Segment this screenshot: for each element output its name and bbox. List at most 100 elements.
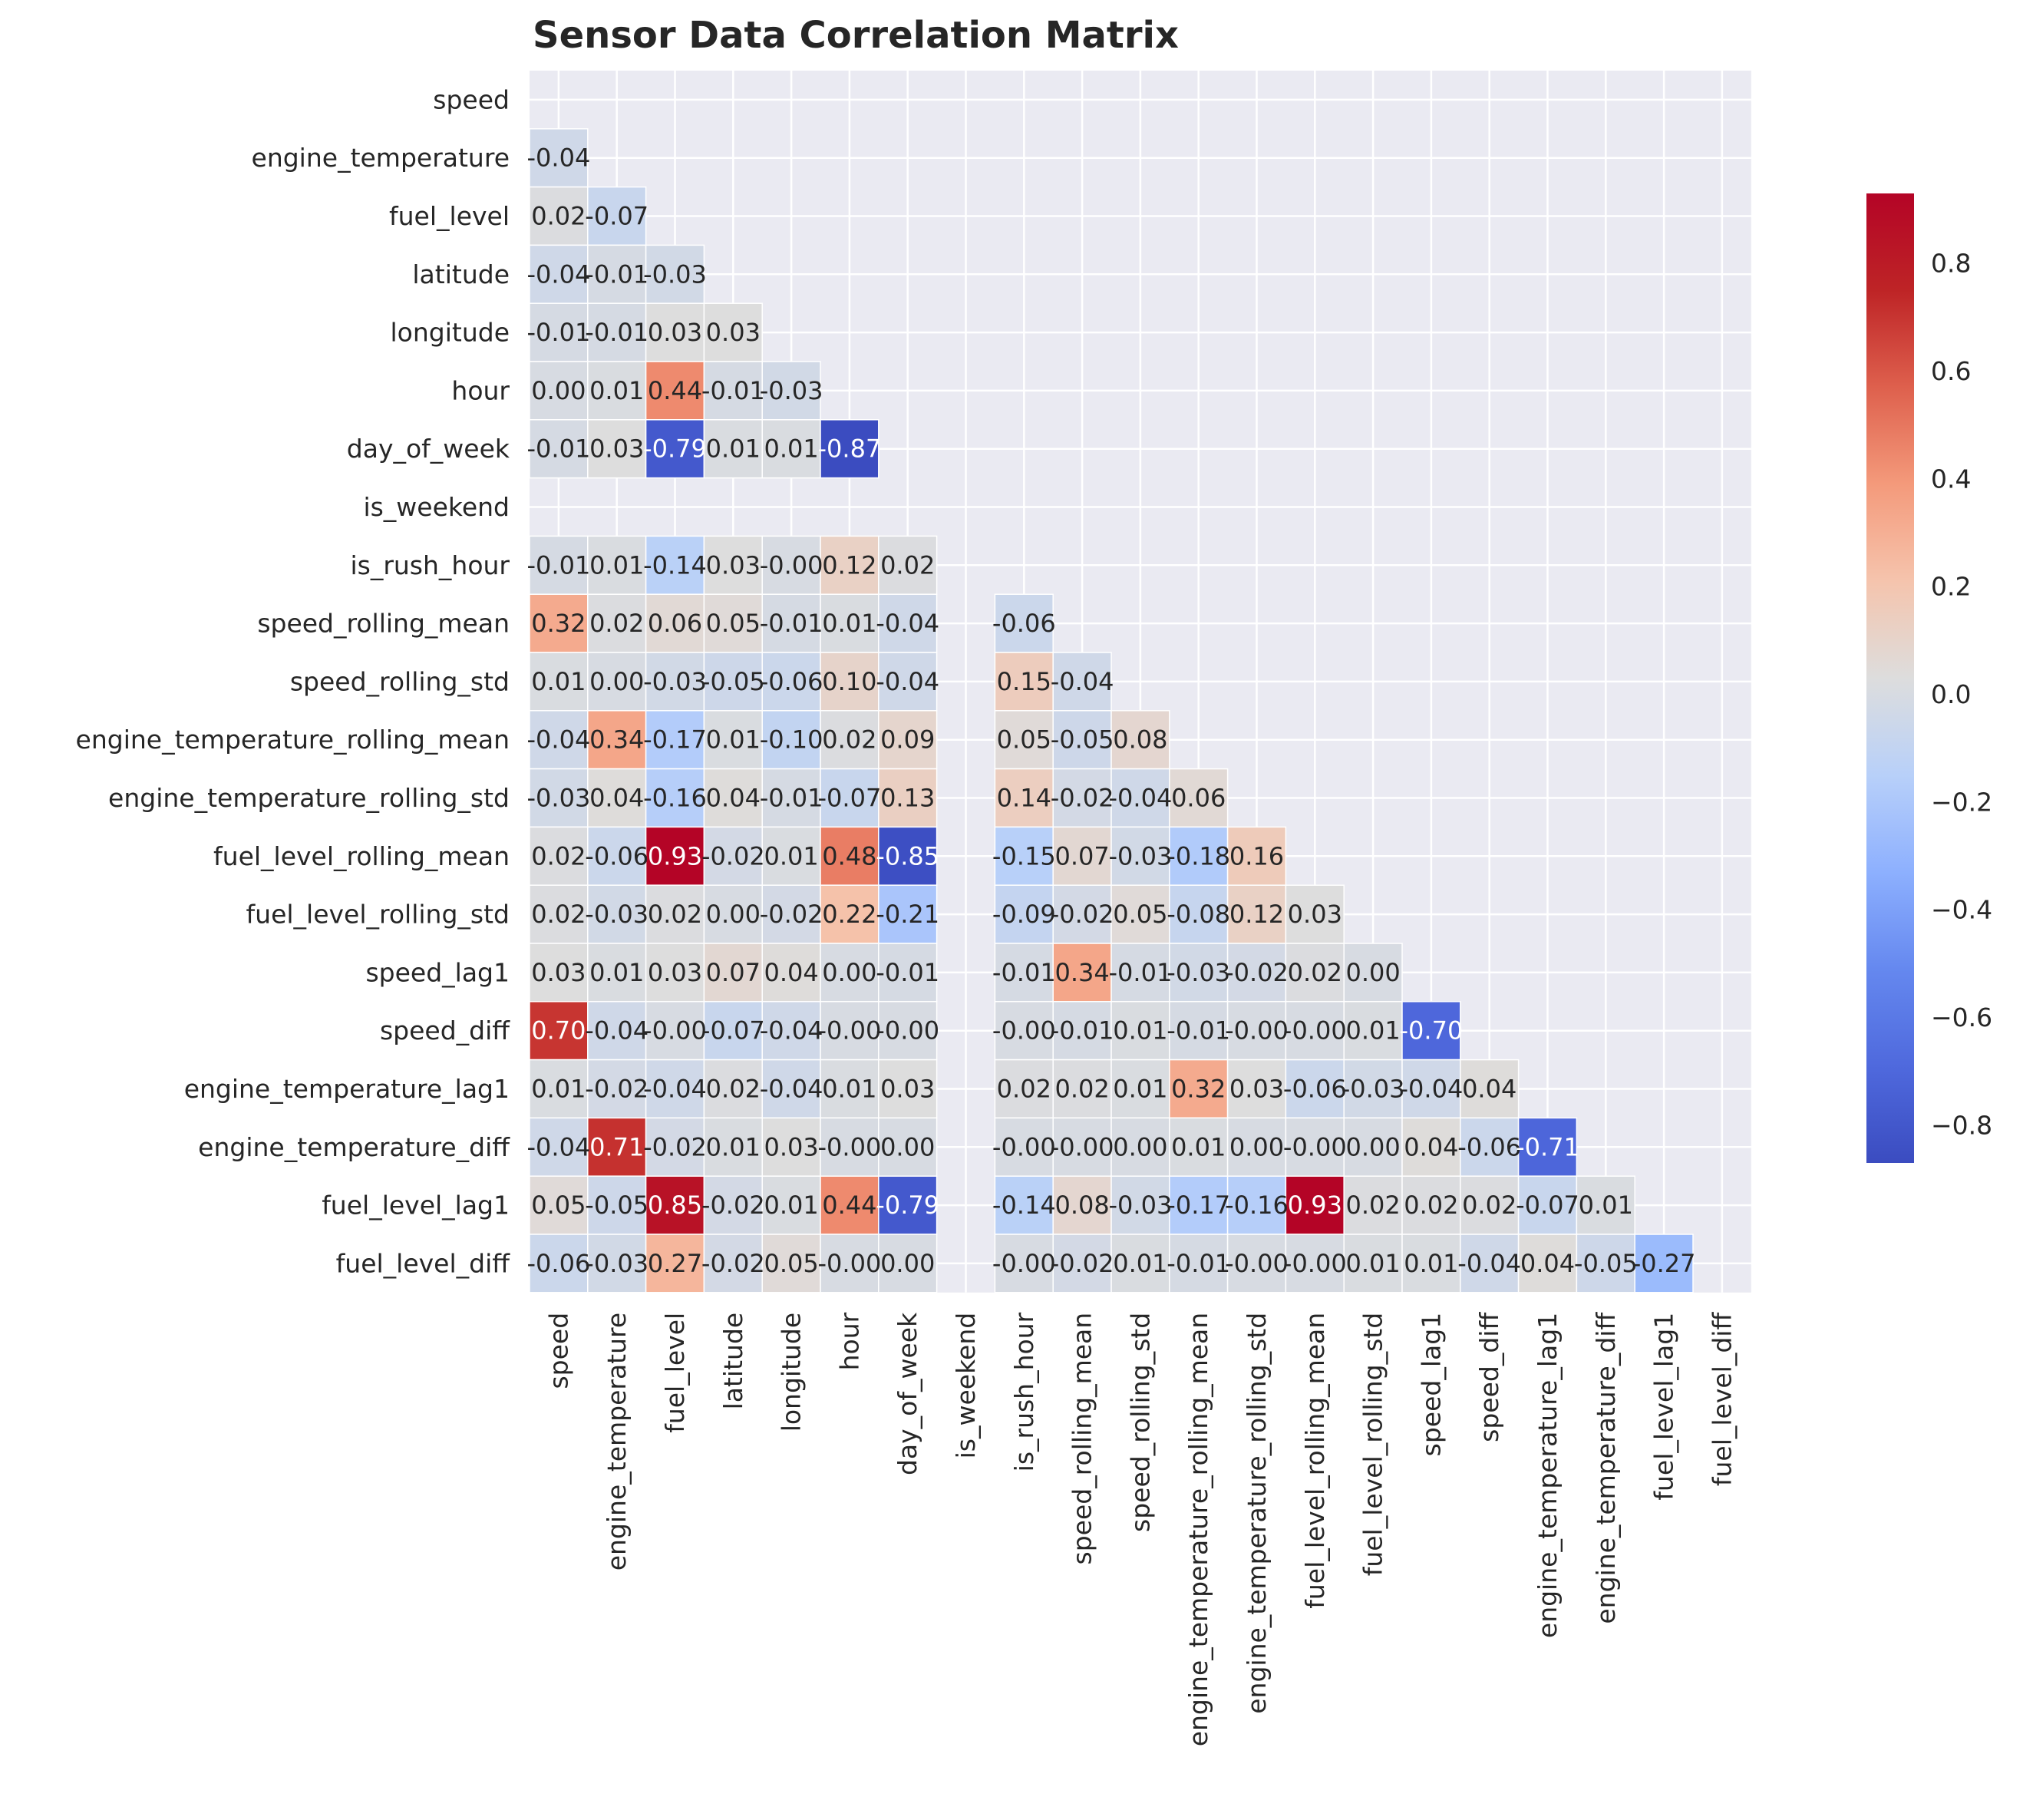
cell-value-label: 0.00 [880,1132,935,1161]
cell-value-label: -0.03 [643,667,707,696]
cell-value-label: -0.06 [992,609,1056,638]
cell-value-label: 0.08 [1113,725,1167,755]
cell-value-label: -0.21 [876,900,939,929]
heatmap-cell [1226,1117,1287,1177]
cell-value-label: 0.04 [1404,1132,1458,1161]
heatmap-cell [587,652,647,712]
cell-value-label: -0.85 [876,841,939,870]
heatmap-cell [878,884,938,944]
cell-value-label: -0.04 [527,259,591,289]
cell-value-label: 0.06 [1171,784,1226,813]
cell-value-label: -0.03 [643,259,707,289]
y-tick-label: hour [451,375,510,405]
colorbar [1866,193,1914,1163]
y-tick-label: engine_temperature_lag1 [184,1074,510,1104]
cell-value-label: -0.03 [1109,1191,1173,1220]
heatmap-cell [1343,1175,1403,1235]
heatmap-cell [703,361,763,421]
cell-value-label: 0.02 [1404,1191,1458,1220]
cell-value-label: 0.00 [1113,1132,1167,1161]
cell-value-label: 0.03 [706,550,761,580]
heatmap-cell [529,128,589,188]
cell-value-label: 0.48 [822,841,876,870]
cell-value-label: -0.00 [818,1132,882,1161]
heatmap-cell [878,1117,938,1177]
cell-value-label: 0.70 [531,1016,586,1045]
heatmap-cell [529,1234,589,1293]
heatmap-cell [1111,710,1170,770]
heatmap-cell [1226,1001,1287,1061]
y-tick-label: fuel_level_diff [336,1248,511,1278]
cell-value-label: 0.01 [1345,1249,1400,1278]
cell-value-label: 0.08 [1054,1191,1109,1220]
x-tick-label: fuel_level_diff [1707,1312,1737,1487]
cell-value-label: -0.01 [1051,1016,1114,1045]
cell-value-label: -0.01 [760,609,823,638]
cell-value-label: 0.03 [764,1132,818,1161]
cell-value-label: -0.00 [818,1016,882,1045]
cell-value-label: -0.03 [1342,1075,1405,1104]
heatmap-cell [703,302,763,362]
heatmap-cell [878,710,938,770]
cell-value-label: -0.06 [1283,1075,1347,1104]
heatmap-cell [761,1001,821,1061]
cell-value-label: -0.02 [1051,1249,1114,1278]
y-tick-label: engine_temperature_rolling_mean [76,725,510,755]
y-tick-label: fuel_level_rolling_mean [213,841,510,871]
y-tick-label: speed_diff [380,1016,510,1045]
cell-value-label: 0.01 [589,550,644,580]
heatmap-cell [761,652,821,712]
y-tick-label: day_of_week [347,434,510,464]
cell-value-label: 0.01 [531,667,586,696]
cell-value-label: -0.05 [701,667,765,696]
cell-value-label: 0.03 [1229,1075,1284,1104]
x-tick-label: is_rush_hour [1009,1312,1039,1472]
cell-value-label: -0.07 [585,202,648,231]
x-tick-label: speed_rolling_mean [1068,1313,1097,1565]
cell-value-label: -0.04 [876,609,939,638]
cell-value-label: 0.27 [648,1249,702,1278]
cell-value-label: 0.13 [880,784,935,813]
cell-value-label: -0.02 [701,1191,765,1220]
cell-value-label: -0.07 [818,784,882,813]
x-tick-label: engine_temperature_rolling_mean [1183,1313,1213,1746]
cell-value-label: 0.01 [822,1075,876,1104]
cell-value-label: 0.04 [1520,1249,1575,1278]
cell-value-label: -0.04 [527,1132,591,1161]
cell-value-label: 0.01 [1579,1191,1633,1220]
x-tick-label: longitude [777,1313,807,1432]
heatmap-cell [703,1175,763,1235]
heatmap-cell [1285,1001,1345,1061]
cell-value-label: 0.02 [589,609,644,638]
cell-value-label: 0.02 [706,1075,761,1104]
heatmap-cell [587,535,647,595]
cell-value-label: -0.00 [1051,1132,1114,1161]
cell-value-label: -0.01 [527,434,591,464]
cell-value-label: -0.00 [818,1249,882,1278]
heatmap-cell [1052,1175,1112,1235]
cell-value-label: -0.01 [585,318,648,347]
cell-value-label: -0.02 [1225,958,1289,987]
cell-value-label: -0.03 [760,376,823,405]
cell-value-label: -0.03 [527,784,591,813]
heatmap-cell [587,361,647,421]
heatmap-cell [761,361,821,421]
heatmap-cell [1169,1117,1229,1177]
heatmap-cell [1460,1175,1520,1235]
heatmap-cell [645,1117,705,1177]
cell-value-label: 0.01 [706,434,761,464]
cell-value-label: 0.01 [706,1132,761,1161]
heatmap-cell [529,186,589,246]
heatmap-cell [1052,1234,1112,1293]
cell-value-label: -0.04 [760,1075,823,1104]
heatmap-cell [878,1234,938,1293]
cell-value-label: -0.00 [643,1016,707,1045]
x-tick-label: latitude [718,1313,748,1410]
heatmap-cell [587,1059,647,1119]
cell-value-label: 0.02 [1345,1191,1400,1220]
cell-value-label: 0.00 [706,900,761,929]
heatmap-cell [994,652,1054,712]
heatmap-cell [1111,1059,1170,1119]
heatmap-cell [994,593,1054,653]
cell-value-label: 0.71 [589,1132,644,1161]
